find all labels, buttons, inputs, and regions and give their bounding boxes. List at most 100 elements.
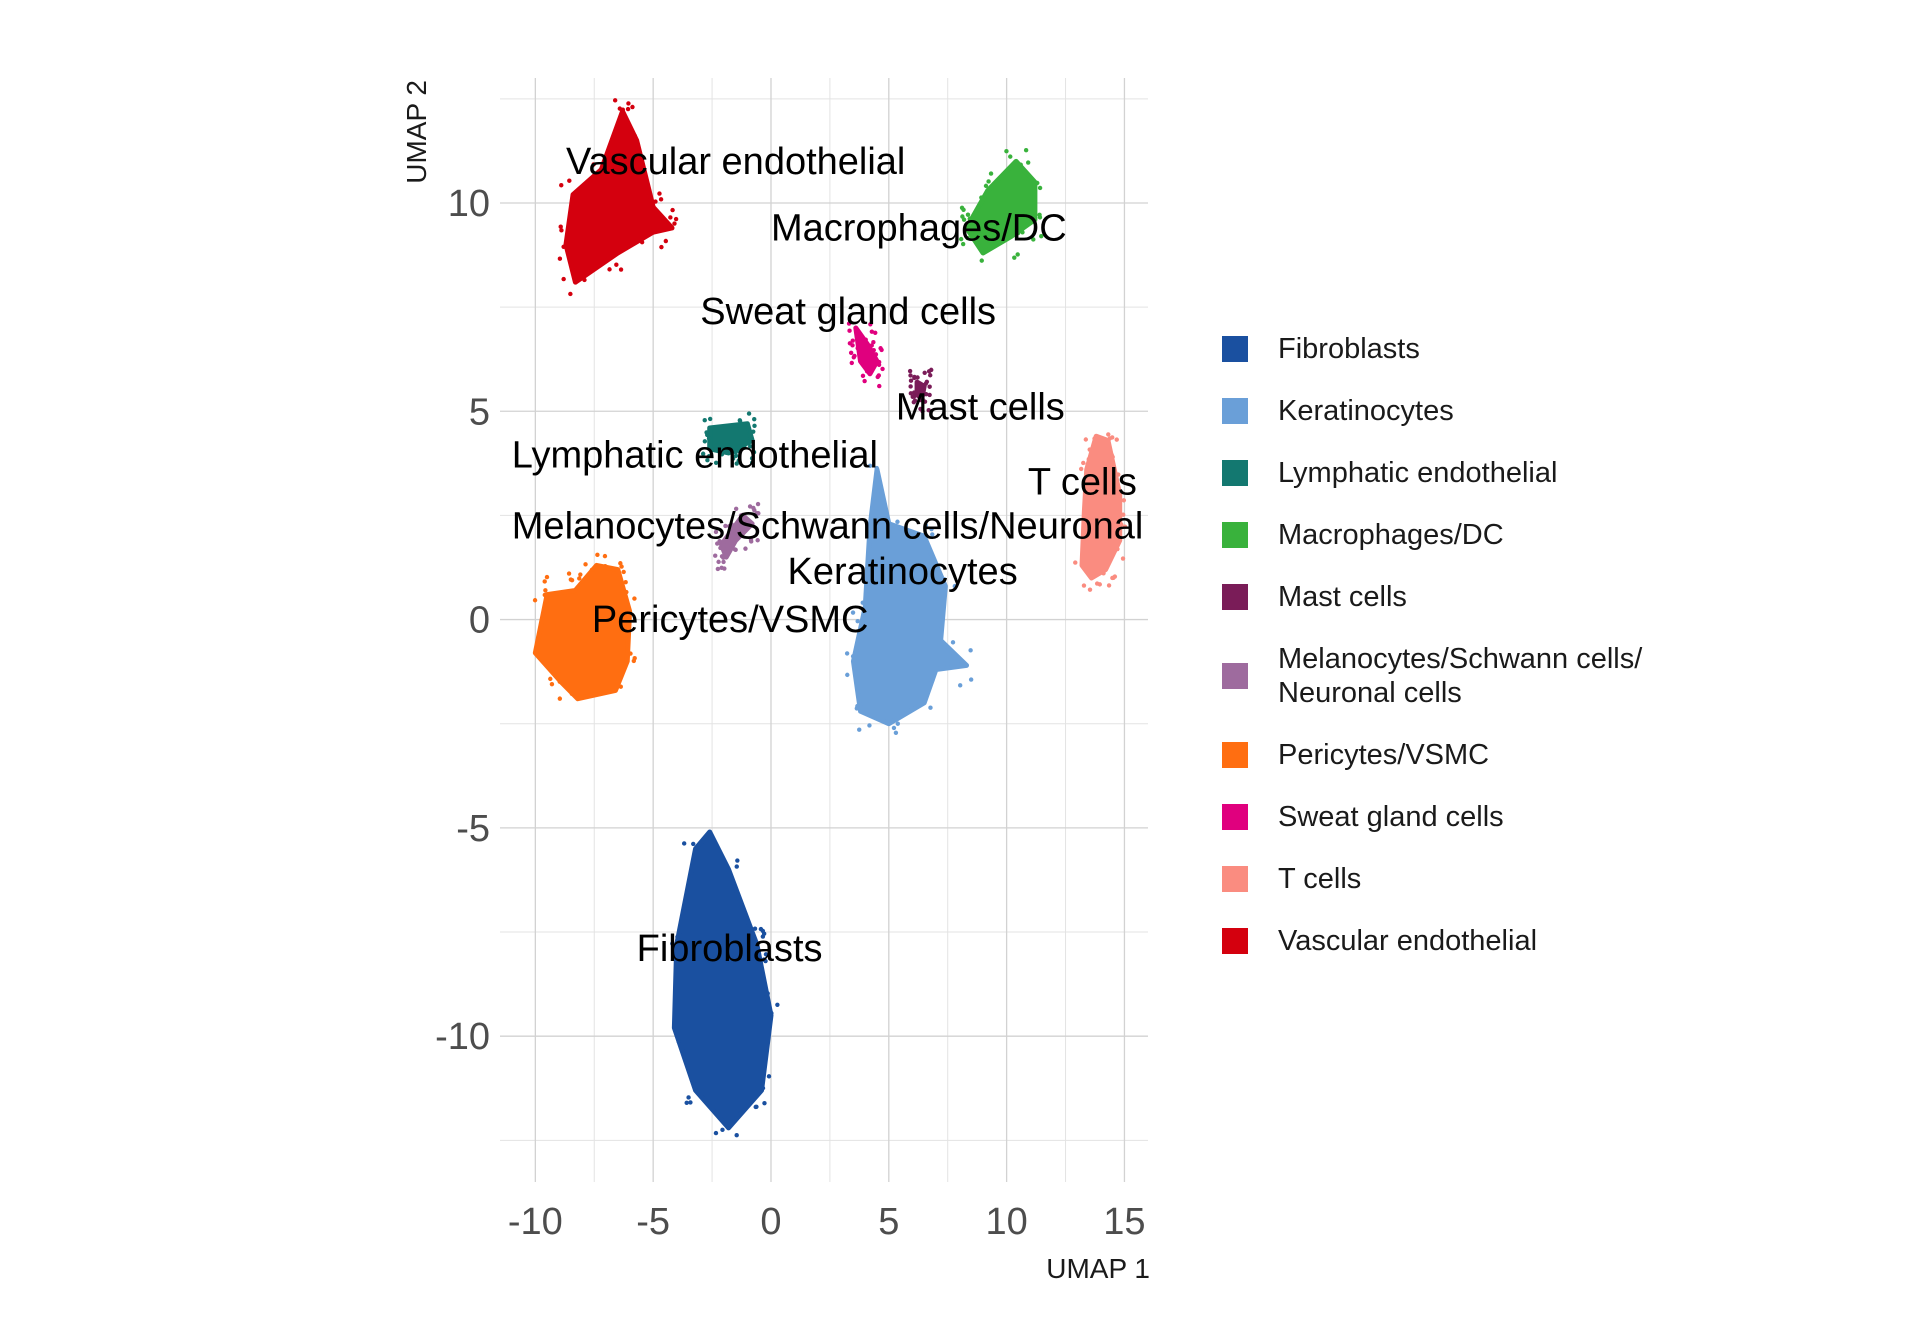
x-tick-label: -10 [508,1201,563,1243]
data-point [618,561,623,566]
data-point [653,199,658,204]
cluster-body [718,512,755,560]
cluster-fibroblasts [670,829,780,1138]
legend: Fibroblasts Keratinocytes Lymphatic endoth… [1222,332,1742,986]
data-point [920,409,925,414]
data-point [1015,252,1020,257]
legend-swatch [1222,522,1248,548]
data-point [568,291,573,297]
y-tick-label: -5 [456,808,490,850]
data-point [867,723,872,728]
data-point [706,453,712,459]
data-point [721,555,726,560]
legend-swatch [1222,460,1248,486]
data-point [548,676,553,682]
data-point [532,598,538,603]
cluster-body [964,158,1038,256]
legend-label: Melanocytes/Schwann cells/Neuronal cells [1278,643,1643,709]
data-point [686,1095,691,1100]
data-point [961,217,967,222]
data-point [618,267,624,272]
data-point [691,841,696,847]
axis-ticks: -10 -5 0 5 10 15 -10 -5 0 5 10 [435,183,1145,1243]
data-point [542,592,547,598]
data-point [619,564,624,569]
data-point [867,463,873,468]
data-point [912,398,918,403]
data-point [1119,522,1124,527]
data-point [720,1127,725,1133]
cluster-melanocytes-schwann-cells-neuronal-cells [713,501,761,572]
data-point [849,360,854,366]
data-point [676,1039,681,1044]
data-point [702,439,708,444]
data-point [713,529,719,535]
data-point [582,277,587,283]
data-point [755,501,761,507]
data-point [927,392,932,398]
legend-item: Lymphatic endothelial [1222,456,1742,490]
data-point [743,546,748,551]
data-point [1110,454,1115,460]
legend-swatch [1222,398,1248,424]
data-point [557,679,562,684]
data-point [908,378,914,383]
data-point [1094,581,1100,586]
data-point [668,215,673,220]
data-point [958,236,964,242]
data-point [760,1085,766,1091]
cluster-annotation: Pericytes/VSMC [592,599,869,641]
data-point [950,640,956,645]
data-point [762,1100,767,1106]
data-point [595,552,600,558]
data-point [1087,587,1093,592]
data-point [880,366,885,372]
data-point [1083,437,1089,442]
data-point [907,368,913,374]
cluster-annotation: Macrophages/DC [771,207,1067,249]
legend-item: Macrophages/DC [1222,518,1742,552]
cluster-annotation: Sweat gland cells [700,291,996,333]
data-point [1025,160,1031,165]
legend-item: Keratinocytes [1222,394,1742,428]
x-tick-label: 0 [760,1201,781,1243]
data-point [1015,230,1021,236]
data-point [988,171,994,176]
data-point [663,238,669,244]
data-point [733,547,738,552]
data-point [737,448,742,454]
data-point [578,572,583,577]
cluster-keratinocytes [844,463,974,736]
cluster-body [707,421,755,456]
data-point [922,399,928,404]
data-point [761,957,767,962]
data-point [965,212,971,217]
data-point [930,677,935,683]
data-point [967,216,972,221]
data-point [748,537,754,543]
data-point [863,591,869,597]
data-point [713,553,718,558]
data-point [1078,466,1084,472]
data-point [602,564,608,569]
legend-item: Mast cells [1222,580,1742,614]
cluster-marks [532,98,1128,1138]
data-point [751,450,757,455]
data-point [852,353,857,359]
data-point [855,345,860,351]
data-point [926,407,931,413]
data-point [1008,154,1013,159]
data-point [911,390,917,395]
legend-label: Mast cells [1278,581,1407,613]
data-point [1081,460,1086,466]
data-point [684,1100,689,1106]
data-point [850,654,856,659]
data-point [1020,230,1025,235]
data-point [879,347,884,353]
data-point [734,864,739,869]
data-point [733,453,739,459]
data-point [742,445,747,450]
data-point [1037,185,1043,191]
data-point [707,416,713,422]
